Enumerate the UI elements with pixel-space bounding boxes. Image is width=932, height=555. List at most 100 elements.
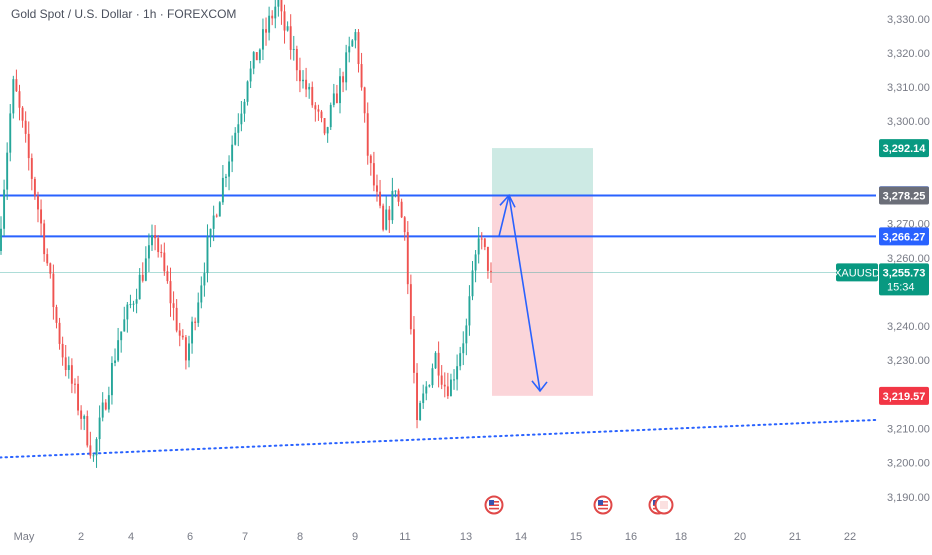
candle-body bbox=[372, 163, 375, 186]
candle bbox=[15, 69, 18, 92]
candle bbox=[181, 329, 184, 340]
candle-body bbox=[246, 81, 249, 102]
candle-body bbox=[58, 322, 61, 344]
candle bbox=[483, 237, 486, 251]
candle-body bbox=[376, 185, 378, 192]
us-economic-event-icon[interactable] bbox=[484, 495, 504, 515]
candle bbox=[126, 301, 129, 333]
candle bbox=[154, 225, 157, 251]
price-label-text: 3,278.25 bbox=[883, 190, 926, 202]
candle bbox=[188, 335, 190, 368]
candle bbox=[147, 233, 150, 272]
candle bbox=[40, 199, 43, 236]
candle-body bbox=[9, 113, 12, 153]
candle bbox=[212, 205, 215, 242]
candle bbox=[258, 48, 261, 64]
y-axis-tick-label: 3,300.00 bbox=[887, 116, 930, 128]
candle-body bbox=[252, 52, 255, 69]
current-price-badge: 3,255.73 15:34 bbox=[879, 263, 929, 296]
candle bbox=[391, 177, 394, 224]
candle-body bbox=[144, 258, 147, 281]
candle-body bbox=[206, 236, 209, 274]
candle-body bbox=[194, 321, 197, 323]
candle-body bbox=[218, 202, 221, 217]
candle bbox=[372, 151, 375, 192]
candle bbox=[141, 262, 144, 283]
candle bbox=[237, 113, 240, 147]
candle bbox=[305, 67, 308, 98]
candle bbox=[27, 121, 30, 171]
candle bbox=[431, 363, 434, 388]
support-trendline[interactable] bbox=[0, 418, 877, 459]
candle-body bbox=[400, 201, 403, 218]
candle-body bbox=[298, 70, 301, 82]
candle bbox=[80, 405, 83, 430]
candle bbox=[342, 71, 345, 93]
candle bbox=[203, 262, 206, 297]
candle bbox=[123, 306, 126, 332]
candle-body bbox=[265, 29, 267, 33]
candle bbox=[58, 317, 61, 350]
candle bbox=[335, 84, 338, 104]
candle-body bbox=[323, 118, 326, 134]
candle bbox=[228, 155, 231, 191]
candle bbox=[419, 400, 422, 421]
candle-body bbox=[406, 232, 409, 285]
candle bbox=[400, 198, 403, 219]
candle-body bbox=[77, 383, 79, 411]
x-axis-tick-label: 15 bbox=[570, 531, 582, 543]
candle bbox=[43, 219, 46, 262]
candle-body bbox=[320, 111, 323, 119]
candle-body bbox=[114, 360, 116, 363]
candle-body bbox=[70, 365, 73, 384]
candle bbox=[225, 173, 227, 188]
candle-body bbox=[456, 366, 459, 380]
profit-zone[interactable] bbox=[492, 148, 593, 196]
candle-body bbox=[274, 6, 277, 19]
candle-body bbox=[388, 209, 391, 221]
y-axis-tick-label: 3,330.00 bbox=[887, 14, 930, 26]
candle bbox=[166, 265, 169, 284]
candle-body bbox=[240, 113, 243, 125]
candle-body bbox=[342, 76, 345, 83]
candle bbox=[298, 57, 301, 93]
x-axis-tick-label: 9 bbox=[352, 531, 358, 543]
candle bbox=[231, 135, 234, 173]
x-axis-tick-label: 21 bbox=[789, 531, 801, 543]
candle-body bbox=[329, 104, 332, 128]
candle bbox=[416, 363, 418, 429]
candle bbox=[37, 191, 39, 223]
candle bbox=[107, 386, 110, 413]
us-economic-event-icon[interactable] bbox=[593, 495, 613, 515]
us-economic-event-icon[interactable] bbox=[654, 495, 674, 515]
candle bbox=[354, 29, 357, 49]
candle-body bbox=[52, 273, 55, 308]
candle-body bbox=[459, 353, 462, 367]
candle-body bbox=[169, 281, 172, 304]
y-axis-tick-label: 3,230.00 bbox=[887, 355, 930, 367]
candle-body bbox=[339, 76, 341, 104]
candle bbox=[413, 316, 415, 384]
candle-body bbox=[419, 403, 422, 420]
x-axis-tick-label: 22 bbox=[844, 531, 856, 543]
candle-body bbox=[283, 11, 286, 31]
x-axis-tick-label: 16 bbox=[625, 531, 637, 543]
candle-body bbox=[409, 284, 412, 330]
candle bbox=[114, 348, 116, 367]
candle bbox=[422, 384, 425, 409]
candle-body bbox=[351, 40, 354, 47]
candle-body bbox=[308, 86, 311, 90]
loss-zone[interactable] bbox=[492, 195, 593, 396]
y-axis-tick-label: 3,200.00 bbox=[887, 458, 930, 470]
current-price-text: 3,255.73 bbox=[883, 267, 926, 279]
candle-body bbox=[40, 209, 43, 224]
candle-body bbox=[104, 402, 107, 410]
candle-body bbox=[135, 299, 138, 304]
candle-body bbox=[261, 29, 264, 50]
x-axis-tick-label: 18 bbox=[675, 531, 687, 543]
candle bbox=[209, 228, 212, 248]
candle bbox=[339, 68, 341, 114]
candle-body bbox=[175, 307, 178, 331]
candle-body bbox=[446, 386, 449, 397]
